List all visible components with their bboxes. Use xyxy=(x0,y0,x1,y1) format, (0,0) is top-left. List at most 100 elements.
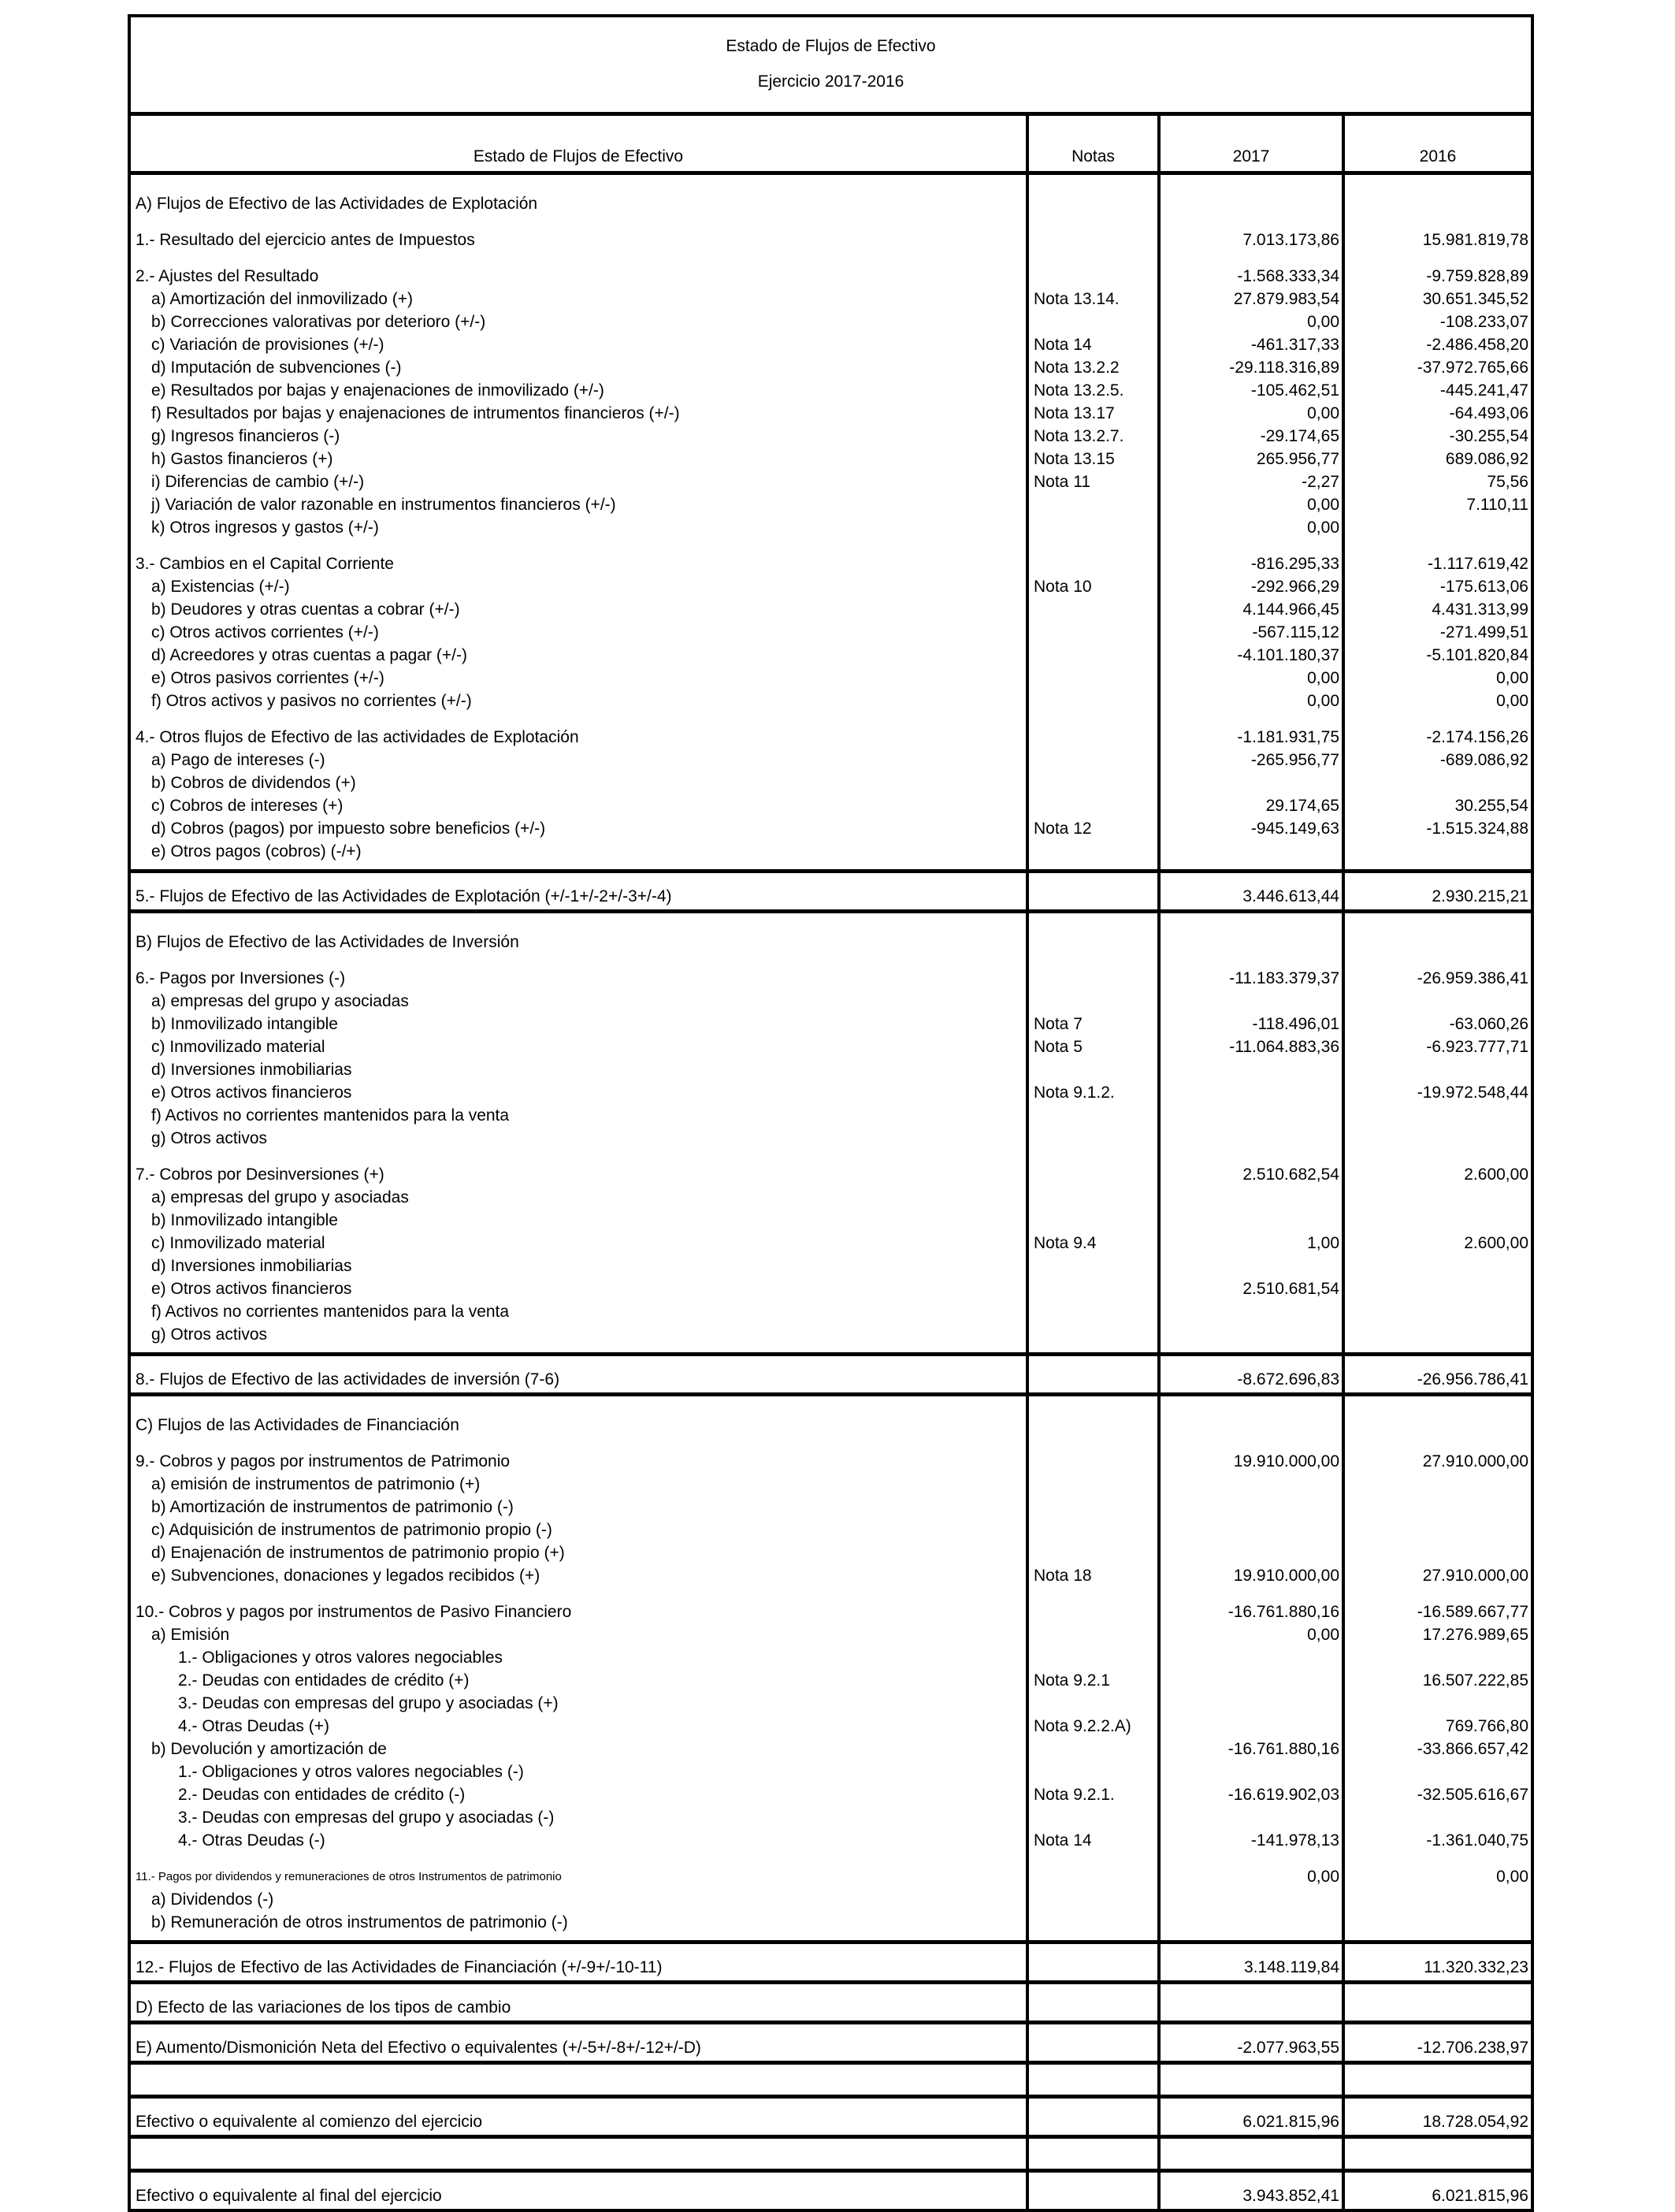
row-label: a) empresas del grupo y asociadas xyxy=(151,1188,409,1206)
value-2016-column: 2.930.215,21 xyxy=(1342,873,1531,909)
value-2017 xyxy=(1161,931,1342,954)
title-block: Estado de Flujos de Efectivo Ejercicio 2… xyxy=(131,17,1531,116)
row-group: 2.- Ajustes del Resultado a) Amortización… xyxy=(131,265,1026,539)
row-note xyxy=(1029,229,1157,251)
row-label: e) Otros activos financieros xyxy=(151,1084,352,1102)
row-label: d) Acreedores y otras cuentas a pagar (+… xyxy=(151,646,467,664)
row-group xyxy=(1345,192,1531,215)
total-row: 8.- Flujos de Efectivo de las actividade… xyxy=(131,1356,1531,1396)
value-2017-column: -8.672.696,83 xyxy=(1157,1356,1342,1392)
value-2016: 2.600,00 xyxy=(1464,1234,1528,1252)
value-2017-column: 3.148.119,84 xyxy=(1157,1944,1342,1980)
value-2017: 3.446.613,44 xyxy=(1242,887,1339,905)
row-note-column: Nota 7 Nota 5 Nota 9.1.2. Nota 9.4 xyxy=(1026,913,1157,1352)
row-group: 1.- Resultado del ejercicio antes de Imp… xyxy=(131,229,1026,251)
row-note xyxy=(1029,1209,1157,1232)
total-row: Efectivo o equivalente al comienzo del e… xyxy=(131,2099,1531,2139)
value-2017: -105.462,51 xyxy=(1250,381,1339,400)
row-note xyxy=(1029,1996,1157,2019)
value-2016 xyxy=(1345,1541,1531,1564)
value-2017-column: 19.910.000,00 19.910.000,00 -16.761.880,16… xyxy=(1157,1396,1342,1940)
row-note-column xyxy=(1026,1984,1157,2021)
row-note-column: Nota 18 Nota 9.2.1 Nota 9.2.2.A) Nota 9.2.1… xyxy=(1026,1396,1157,1940)
row-label: c) Otros activos corrientes (+/-) xyxy=(151,623,379,641)
row-note xyxy=(1029,840,1157,863)
value-2017: -11.064.883,36 xyxy=(1229,1038,1339,1056)
value-2017: 3.943.852,41 xyxy=(1242,2187,1339,2205)
value-2017: -16.761.880,16 xyxy=(1227,1603,1339,1621)
value-2016 xyxy=(1345,1888,1531,1911)
row-label: B) Flujos de Efectivo de las Actividades… xyxy=(136,933,519,951)
value-2016: -26.959.386,41 xyxy=(1417,969,1528,987)
value-2017 xyxy=(1161,1541,1342,1564)
document-title: Estado de Flujos de Efectivo xyxy=(726,37,936,55)
empty-cell xyxy=(1157,2065,1342,2095)
row-note xyxy=(1029,794,1157,817)
row-label: C) Flujos de las Actividades de Financia… xyxy=(136,1416,459,1434)
row-note: Nota 18 xyxy=(1034,1567,1092,1585)
header-2017: 2017 xyxy=(1157,116,1342,171)
row-note xyxy=(1029,1414,1157,1437)
value-2017: -567.115,12 xyxy=(1252,623,1339,641)
value-2016 xyxy=(1345,1911,1531,1934)
value-2017 xyxy=(1161,771,1342,794)
empty-cell xyxy=(1342,2065,1531,2095)
value-2017: -29.174,65 xyxy=(1260,427,1339,445)
value-2017: 3.148.119,84 xyxy=(1243,1958,1339,1976)
value-2017 xyxy=(1161,1646,1342,1669)
row-label: e) Subvenciones, donaciones y legados re… xyxy=(151,1567,540,1585)
value-2017: 6.021.815,96 xyxy=(1242,2113,1339,2131)
row-note: Nota 13.2.7. xyxy=(1034,427,1124,445)
value-2016: -2.486.458,20 xyxy=(1426,336,1528,354)
row-label: 4.- Otras Deudas (-) xyxy=(178,1831,325,1850)
value-2016 xyxy=(1345,771,1531,794)
row-group: -2.174.156,26 -689.086,92 30.255,54 -1.515.… xyxy=(1345,726,1531,863)
value-2016 xyxy=(1345,516,1531,539)
value-2016: 15.981.819,78 xyxy=(1422,231,1528,249)
empty-cell xyxy=(1342,2139,1531,2169)
value-2016: 16.507.222,85 xyxy=(1422,1671,1528,1690)
row-group xyxy=(1161,1414,1342,1437)
row-label: a) Amortización del inmovilizado (+) xyxy=(151,290,414,308)
row-label-column: C) Flujos de las Actividades de Financia… xyxy=(131,1396,1026,1940)
row-label-column: A) Flujos de Efectivo de las Actividades… xyxy=(131,175,1026,869)
row-label: b) Devolución y amortización de xyxy=(151,1740,387,1758)
row-label: c) Variación de provisiones (+/-) xyxy=(151,336,384,354)
header-2016: 2016 xyxy=(1342,116,1531,171)
value-2016 xyxy=(1345,1209,1531,1232)
row-label: 12.- Flujos de Efectivo de las Actividad… xyxy=(136,1958,663,1976)
row-note xyxy=(1029,1646,1157,1669)
row-note xyxy=(1029,493,1157,516)
row-note xyxy=(1029,931,1157,954)
value-2017-column: 3.943.852,41 xyxy=(1157,2173,1342,2209)
row-label: e) Otros pasivos corrientes (+/-) xyxy=(151,669,384,687)
row-note xyxy=(1029,2110,1157,2133)
row-note xyxy=(1029,552,1157,575)
row-label: 7.- Cobros por Desinversiones (+) xyxy=(136,1165,384,1184)
row-group: -11.183.379,37 -118.496,01 -11.064.883,36 xyxy=(1161,967,1342,1150)
row-note xyxy=(1029,598,1157,621)
row-group: 4.- Otros flujos de Efectivo de las acti… xyxy=(131,726,1026,863)
value-2017 xyxy=(1161,1058,1342,1081)
value-2016: 75,56 xyxy=(1487,473,1528,491)
row-label: 9.- Cobros y pagos por instrumentos de P… xyxy=(136,1452,511,1470)
value-2016 xyxy=(1345,1519,1531,1541)
row-note: Nota 7 xyxy=(1034,1015,1083,1033)
value-2016: 0,00 xyxy=(1496,692,1528,710)
value-2017-column xyxy=(1157,1984,1342,2021)
value-2017: -1.568.333,34 xyxy=(1237,267,1339,285)
value-2016: -12.706.238,97 xyxy=(1417,2039,1528,2057)
row-group: Nota 12 xyxy=(1029,726,1157,863)
row-note xyxy=(1029,1692,1157,1715)
row-group: -16.761.880,16 0,00 -16.761.880,16 -16.619.… xyxy=(1161,1600,1342,1852)
row-note-column xyxy=(1026,2099,1157,2135)
value-2016: -271.499,51 xyxy=(1439,623,1528,641)
row-label: a) empresas del grupo y asociadas xyxy=(151,992,409,1010)
value-2017: 1,00 xyxy=(1307,1234,1339,1252)
value-2017: -11.183.379,37 xyxy=(1229,969,1339,987)
value-2016: -37.972.765,66 xyxy=(1417,359,1528,377)
value-2017 xyxy=(1161,1996,1342,2019)
row-note: Nota 14 xyxy=(1034,1831,1092,1850)
row-label: 5.- Flujos de Efectivo de las Actividade… xyxy=(136,887,672,905)
value-2017: -2.077.963,55 xyxy=(1237,2039,1339,2057)
